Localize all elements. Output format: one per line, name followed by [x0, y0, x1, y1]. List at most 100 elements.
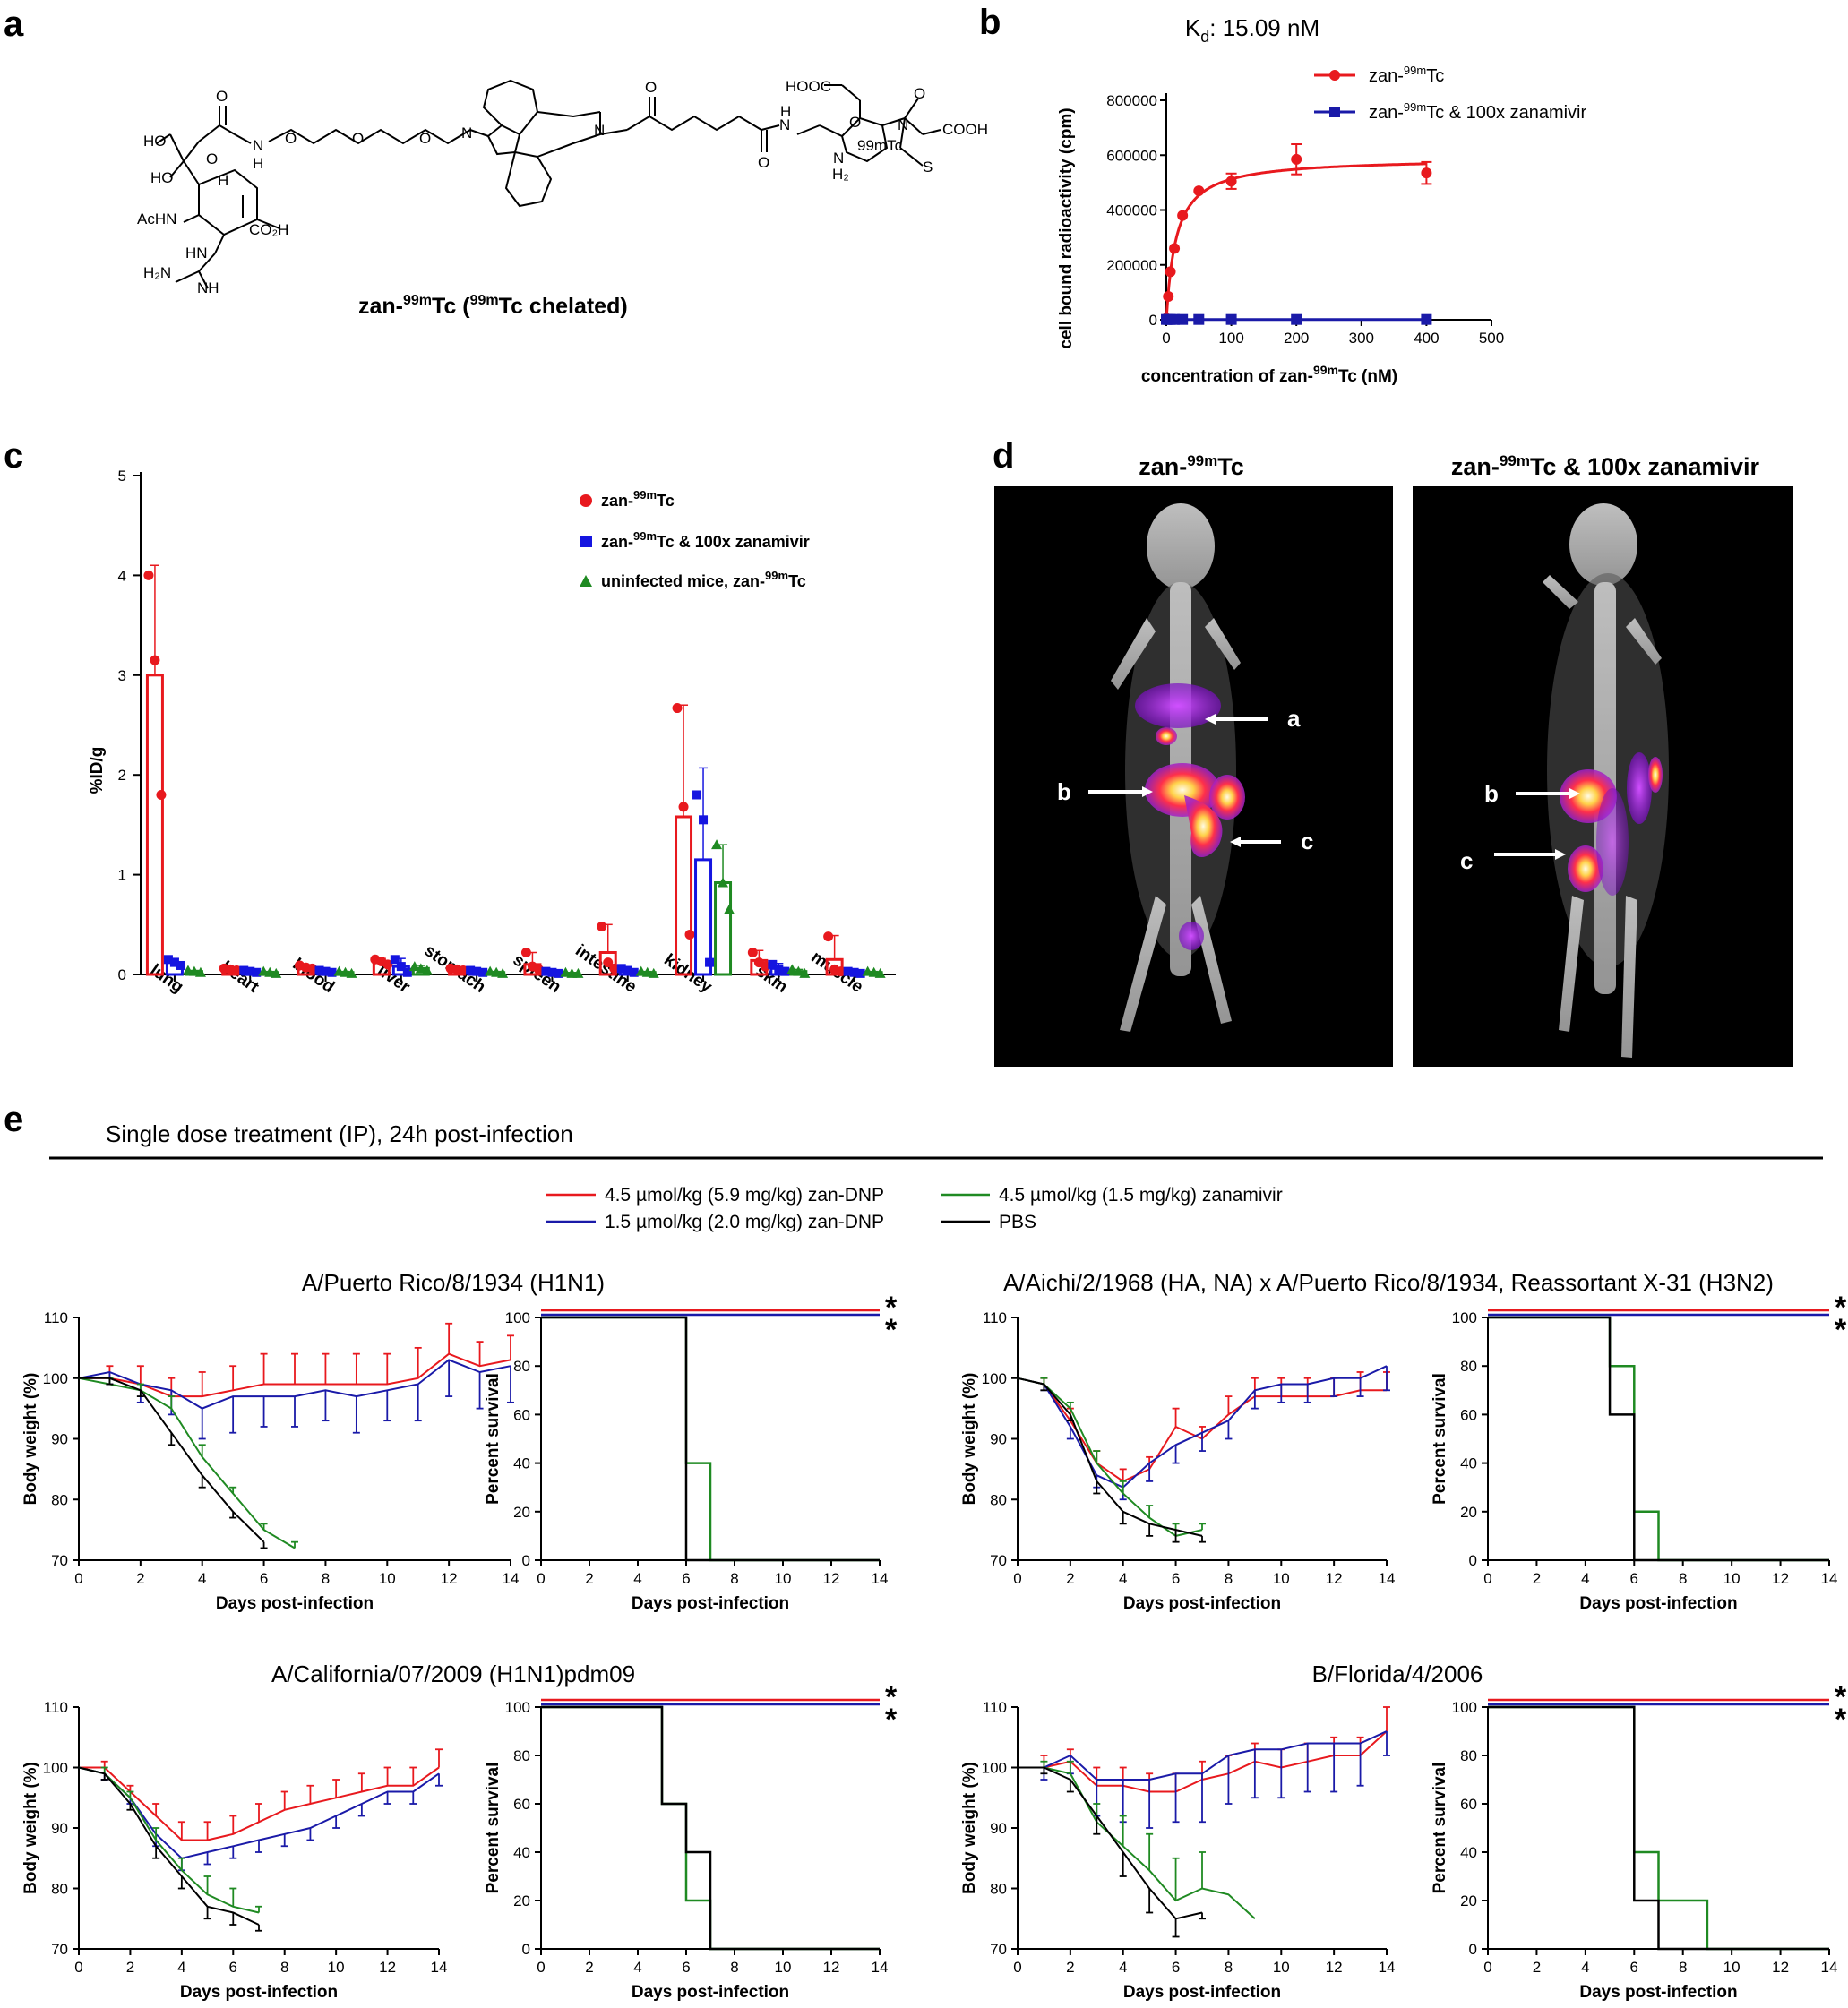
- y-tick-label: 100: [982, 1760, 1007, 1777]
- data-point: [609, 963, 620, 974]
- left-title-prefix: zan-: [1139, 453, 1187, 480]
- survival-line: [541, 1705, 880, 1951]
- legend-label-blocked: zan-99mTc & 100x zanamivir: [1369, 100, 1586, 123]
- x-tick-label: 14: [1379, 1570, 1396, 1587]
- data-point: [678, 802, 689, 812]
- image-title-right: zan-99mTc & 100x zanamivir: [1451, 452, 1760, 480]
- data-point: [747, 947, 758, 957]
- y-tick-label: 90: [990, 1820, 1007, 1837]
- panel-letter-d: d: [993, 436, 1014, 476]
- legend-label-zanamivir: 4.5 µmol/kg (1.5 mg/kg) zanamivir: [999, 1185, 1283, 1206]
- x-tick-label: 8: [1225, 1570, 1233, 1587]
- y-tick-label: 4: [118, 567, 126, 584]
- atom-n-chel1: N: [833, 150, 844, 167]
- y-axis-title: Body weight (%): [960, 1373, 979, 1506]
- data-point: [672, 703, 683, 714]
- legend-zan-suffix: Tc: [1426, 66, 1444, 86]
- x-tick-label: 14: [503, 1570, 520, 1587]
- x-tick-label: 0: [1483, 1570, 1491, 1587]
- x-tick-label: 10: [775, 1959, 792, 1976]
- y-tick-label: 60: [513, 1796, 530, 1813]
- y-tick-label: 3: [118, 667, 126, 684]
- survival-line: [1488, 1316, 1829, 1562]
- y-tick-label: 20: [1460, 1504, 1477, 1521]
- weight-line: [1017, 1377, 1203, 1537]
- x-tick-label: 4: [1581, 1959, 1589, 1976]
- caption-mid: Tc (: [432, 294, 470, 319]
- weight-line: [1017, 1365, 1388, 1489]
- atom-o-peg2: O: [352, 130, 364, 147]
- legend-label-zan: zan-99mTc: [1369, 64, 1444, 86]
- y-tick-label: 600000: [1106, 147, 1157, 164]
- x-axis-title: Days post-infection: [1579, 1983, 1737, 2002]
- survival-line: [1488, 1316, 1829, 1562]
- data-point: [194, 966, 206, 977]
- data-point: [176, 960, 185, 970]
- x-tick-label: 10: [775, 1570, 792, 1587]
- chart-e3-survival: 0 20 40 60 80 100 0 2 4 6 8 10 12 14 Days post-infecti…: [484, 1680, 898, 2002]
- x-tick-label: 14: [872, 1570, 889, 1587]
- legend-marker-zan: [1329, 70, 1340, 81]
- legend-c-zan-prefix: zan-: [601, 492, 633, 510]
- strain-title-x31: A/Aichi/2/1968 (HA, NA) x A/Puerto Rico/…: [1003, 1269, 1774, 1296]
- x-tick-label: 14: [431, 1959, 448, 1976]
- significance-star: *: [1835, 1703, 1847, 1737]
- legend-c-blocked-prefix: zan-: [601, 533, 633, 551]
- data-point: [491, 966, 503, 977]
- atom-h-ring: H: [218, 172, 228, 189]
- data-point: [156, 789, 167, 800]
- survival-line: [1488, 1705, 1829, 1951]
- x-axis-title: Days post-infection: [1123, 1983, 1281, 2002]
- x-tick-label: 12: [1772, 1570, 1789, 1587]
- y-axis-title: Body weight (%): [21, 1762, 40, 1894]
- data-point-blocked: [1177, 313, 1189, 325]
- kd-prefix: K: [1185, 14, 1201, 41]
- legend-label-zan: zan-99mTc: [601, 488, 675, 510]
- legend-blocked-prefix: zan-: [1369, 103, 1404, 123]
- data-point: [150, 655, 160, 665]
- data-point-zan: [1193, 185, 1205, 197]
- caption-suffix: Tc chelated): [499, 294, 628, 319]
- atom-achn: AcHN: [137, 210, 176, 227]
- legend-marker-blocked: [580, 536, 592, 547]
- y-tick-label: 0: [1149, 312, 1157, 329]
- x-axis-title: Days post-infection: [632, 1983, 789, 2002]
- atom-o-carbonyl: O: [216, 88, 228, 105]
- x-tick-label: 12: [441, 1570, 458, 1587]
- treatment-legend: 4.5 µmol/kg (5.9 mg/kg) zan-DNP 1.5 µmol…: [546, 1185, 1283, 1232]
- chart-e2-survival: 0 20 40 60 80 100 0 2 4 6 8 10 12 14 Days post-infecti…: [1431, 1291, 1847, 1613]
- strain-title-florida: B/Florida/4/2006: [1312, 1660, 1483, 1687]
- y-tick-label: 60: [1460, 1796, 1477, 1813]
- weight-line: [1018, 1766, 1256, 1920]
- atom-cooh: COOH: [942, 121, 988, 138]
- data-point: [390, 955, 400, 965]
- data-point: [321, 966, 331, 976]
- atom-o-peg3: O: [419, 130, 431, 147]
- legend-c-uninf-sup: 99m: [765, 569, 788, 582]
- data-point: [396, 962, 406, 972]
- data-point: [421, 965, 433, 975]
- y-axis-title: Body weight (%): [960, 1762, 979, 1894]
- legend-marker-uninfected: [580, 575, 592, 587]
- right-title-prefix: zan-: [1451, 453, 1500, 480]
- x-tick-label: 300: [1349, 330, 1374, 347]
- xlabel-sup: 99m: [1313, 363, 1338, 377]
- x-tick-label: 4: [633, 1570, 641, 1587]
- x-tick-label: 6: [1630, 1570, 1638, 1587]
- x-tick-label: 2: [1066, 1959, 1074, 1976]
- x-tick-label: 10: [1273, 1959, 1290, 1976]
- atom-o-chel2: O: [914, 85, 925, 102]
- atom-ho2: HO: [150, 169, 174, 186]
- chart-e2-weight: 70 80 90 100 110 0 2 4 6 8 10 12 14 Days post-infecti…: [960, 1309, 1395, 1613]
- x-tick-label: 400: [1414, 330, 1439, 347]
- arrow-c-right-head: [1555, 849, 1566, 860]
- data-point-zan: [1169, 243, 1181, 254]
- biodist-legend: zan-99mTc zan-99mTc & 100x zanamivir uni…: [580, 488, 810, 590]
- treatment-heading: Single dose treatment (IP), 24h post-inf…: [106, 1120, 573, 1147]
- x-tick-label: 12: [823, 1959, 840, 1976]
- bar-kidney: [675, 815, 693, 976]
- y-tick-label: 20: [1460, 1892, 1477, 1909]
- significance-star: *: [885, 1703, 898, 1737]
